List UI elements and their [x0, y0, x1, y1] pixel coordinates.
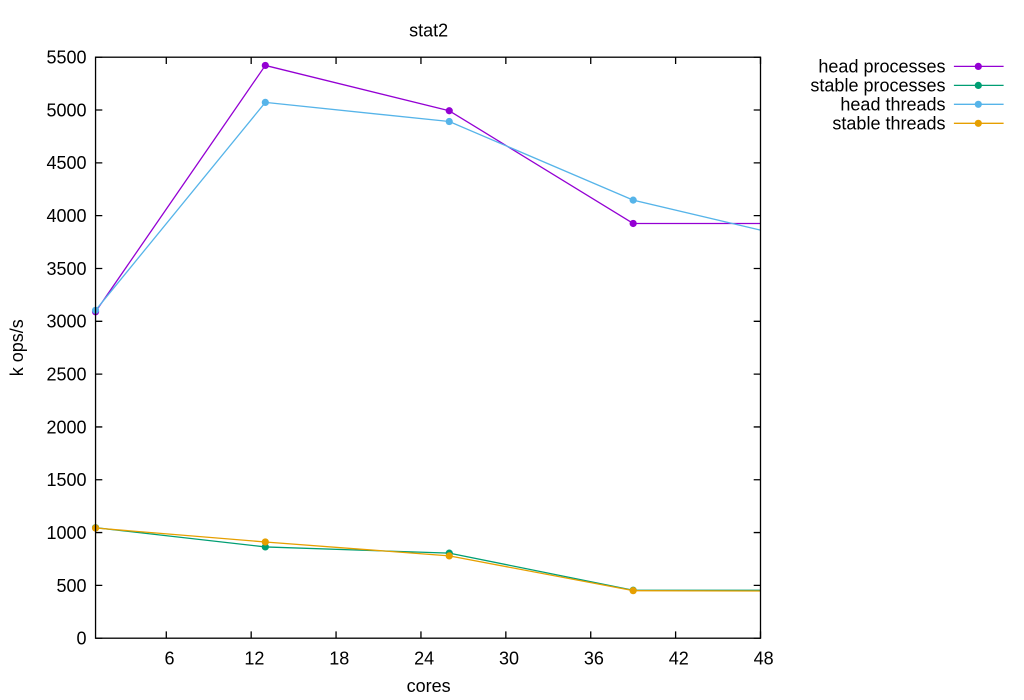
svg-text:1500: 1500: [46, 470, 86, 490]
svg-text:stable processes: stable processes: [810, 76, 945, 96]
svg-text:36: 36: [584, 649, 604, 669]
svg-text:500: 500: [56, 576, 86, 596]
svg-text:head processes: head processes: [818, 57, 945, 77]
svg-text:stable threads: stable threads: [832, 114, 945, 134]
svg-text:30: 30: [499, 649, 519, 669]
svg-text:42: 42: [669, 649, 689, 669]
svg-text:4000: 4000: [46, 206, 86, 226]
svg-text:3000: 3000: [46, 312, 86, 332]
svg-text:12: 12: [244, 649, 264, 669]
svg-text:1000: 1000: [46, 523, 86, 543]
svg-text:18: 18: [329, 649, 349, 669]
svg-text:6: 6: [164, 649, 174, 669]
svg-text:2000: 2000: [46, 417, 86, 437]
svg-text:0: 0: [76, 629, 86, 649]
svg-text:5500: 5500: [46, 48, 86, 68]
svg-text:2500: 2500: [46, 365, 86, 385]
svg-text:24: 24: [414, 649, 434, 669]
svg-text:stat2: stat2: [409, 20, 448, 40]
svg-text:k ops/s: k ops/s: [7, 319, 27, 376]
svg-text:head threads: head threads: [840, 95, 945, 115]
svg-text:5000: 5000: [46, 100, 86, 120]
svg-text:cores: cores: [407, 676, 451, 696]
svg-text:48: 48: [754, 649, 774, 669]
svg-text:4500: 4500: [46, 153, 86, 173]
svg-text:3500: 3500: [46, 259, 86, 279]
